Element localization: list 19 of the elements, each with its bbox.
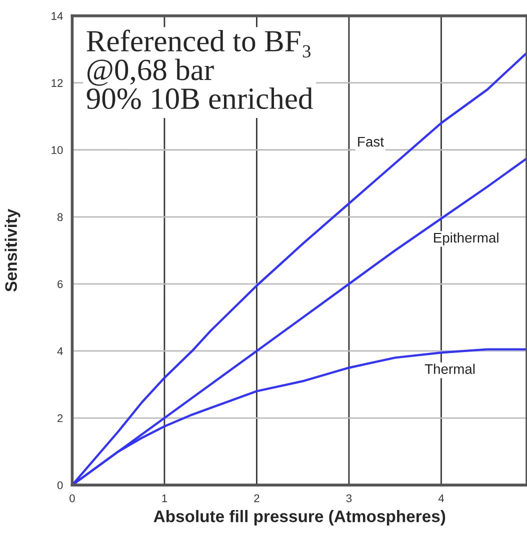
series-label: Thermal — [424, 364, 475, 374]
y-tick-label: 0 — [57, 481, 63, 490]
series-label: Epithermal — [434, 232, 498, 246]
y-tick-label: 10 — [52, 146, 63, 154]
y-tick-label: 12 — [52, 79, 63, 87]
y-tick-label: 6 — [58, 280, 63, 288]
y-tick-label: 4 — [57, 347, 63, 356]
series-label: Fast — [358, 136, 384, 147]
x-tick-label: 1 — [162, 494, 167, 502]
x-axis-title: Absolute fill pressure (Atmospheres) — [154, 510, 446, 526]
y-axis-title: Sensitivity — [4, 208, 20, 292]
y-tick-label: 14 — [52, 12, 63, 20]
annotation: Referenced to BF₃ @0,68 bar 90% 10B enriched — [86, 30, 313, 110]
x-tick-label: 4 — [438, 494, 444, 502]
y-tick-label: 2 — [58, 414, 63, 422]
y-tick-label: 8 — [57, 213, 63, 222]
x-tick-label: 2 — [254, 494, 260, 502]
x-tick-label: 3 — [346, 494, 352, 502]
x-tick-label: 0 — [70, 494, 75, 502]
